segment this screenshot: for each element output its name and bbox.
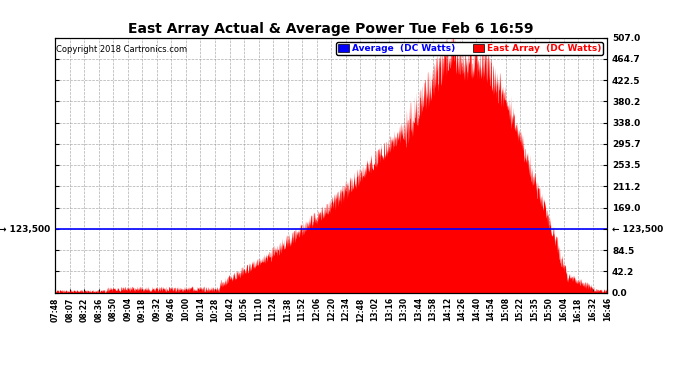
Text: Copyright 2018 Cartronics.com: Copyright 2018 Cartronics.com bbox=[56, 45, 187, 54]
Legend: Average  (DC Watts), East Array  (DC Watts): Average (DC Watts), East Array (DC Watts… bbox=[336, 42, 602, 55]
Title: East Array Actual & Average Power Tue Feb 6 16:59: East Array Actual & Average Power Tue Fe… bbox=[128, 22, 534, 36]
